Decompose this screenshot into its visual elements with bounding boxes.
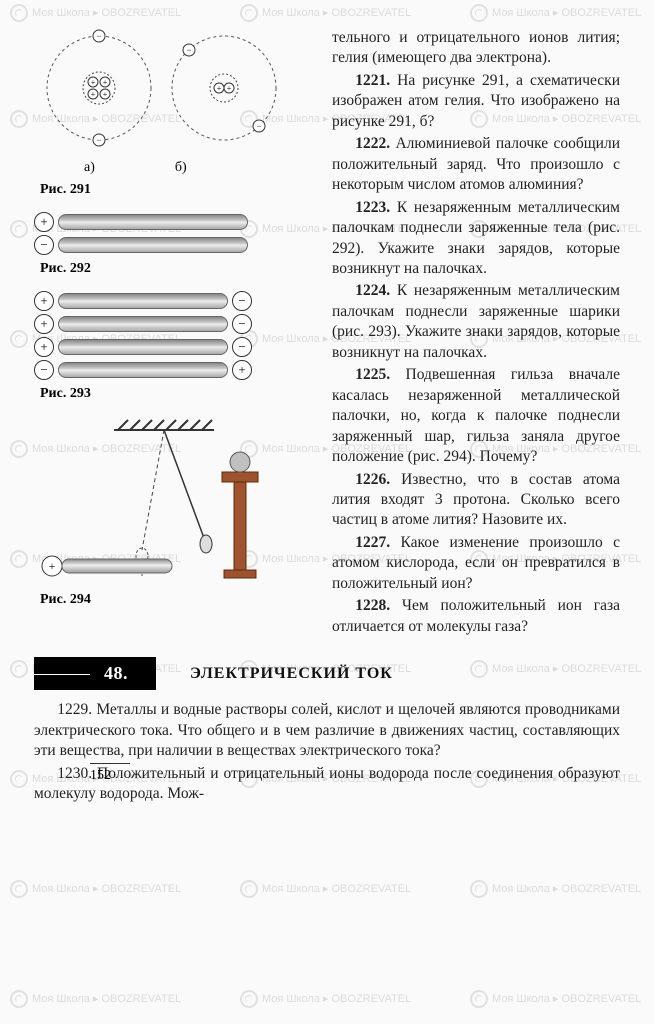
section-title: ЭЛЕКТРИЧЕСКИЙ ТОК [190, 665, 393, 683]
watermark: Моя Школа ▸ OBOZREVATEL [10, 990, 181, 1008]
section-number: 48. [34, 657, 156, 690]
svg-text:−: − [96, 31, 101, 41]
charge-plus: + [34, 212, 54, 232]
para-1229: 1229. Металлы и водные растворы солей, к… [34, 700, 620, 761]
watermark: Моя Школа ▸ OBOZREVATEL [470, 990, 641, 1008]
figures-column: + + + + − − + + − − [34, 28, 314, 639]
watermark: Моя Школа ▸ OBOZREVATEL [240, 4, 411, 22]
svg-text:−: − [256, 121, 261, 131]
watermark: Моя Школа ▸ OBOZREVATEL [10, 880, 181, 898]
para-1222: 1222. Алюминиевой палочке сообщили полож… [332, 134, 620, 195]
section-header: 48. ЭЛЕКТРИЧЕСКИЙ ТОК [34, 657, 620, 690]
watermark: Моя Школа ▸ OBOZREVATEL [470, 4, 641, 22]
para-1226: 1226. Известно, что в состав атома лития… [332, 470, 620, 531]
caption-291: Рис. 291 [40, 182, 314, 198]
svg-text:+: + [103, 78, 108, 87]
para-1227: 1227. Какое изменение произошло с атомом… [332, 533, 620, 594]
watermark: Моя Школа ▸ OBOZREVATEL [470, 880, 641, 898]
caption-293: Рис. 293 [40, 386, 314, 402]
para-1225: 1225. Подвешенная гильза вначале касалас… [332, 365, 620, 467]
para-1221: 1221. На рисунке 291, а схематически изо… [332, 71, 620, 132]
para-intro: тельного и отрицательного ионов лития; г… [332, 28, 620, 69]
para-1224: 1224. К незаряженным металлическим палоч… [332, 281, 620, 363]
svg-text:+: + [227, 84, 232, 93]
page-number: 152 [90, 763, 130, 784]
watermark: Моя Школа ▸ OBOZREVATEL [240, 990, 411, 1008]
text-column: тельного и отрицательного ионов лития; г… [332, 28, 620, 639]
charge-minus: − [34, 235, 54, 255]
full-width-text: 1229. Металлы и водные растворы солей, к… [34, 700, 620, 804]
caption-294: Рис. 294 [40, 592, 314, 608]
figure-293: +− +− +− −+ Рис. 293 [34, 291, 314, 402]
atoms-svg: + + + + − − + + − − [34, 28, 294, 158]
para-1228: 1228. Чем положительный ион газа отличае… [332, 596, 620, 637]
page-content: + + + + − − + + − − [34, 28, 620, 804]
svg-text:−: − [96, 135, 101, 145]
watermark: Моя Школа ▸ OBOZREVATEL [10, 4, 181, 22]
svg-text:+: + [217, 84, 222, 93]
para-1223: 1223. К незаряженным металлическим палоч… [332, 198, 620, 280]
figure-292: + − Рис. 292 [34, 212, 314, 277]
svg-text:+: + [103, 90, 108, 99]
figure-294: + Рис. 294 [34, 416, 314, 608]
svg-text:+: + [49, 559, 56, 573]
svg-text:+: + [91, 78, 96, 87]
figure-291: + + + + − − + + − − [34, 28, 314, 198]
svg-text:+: + [91, 90, 96, 99]
caption-292: Рис. 292 [40, 261, 314, 277]
watermark: Моя Школа ▸ OBOZREVATEL [240, 880, 411, 898]
fig291-sub-b: б) [175, 160, 187, 176]
fig291-sub-a: а) [84, 160, 95, 176]
svg-text:−: − [186, 45, 191, 55]
pendulum-svg: + [34, 416, 274, 586]
